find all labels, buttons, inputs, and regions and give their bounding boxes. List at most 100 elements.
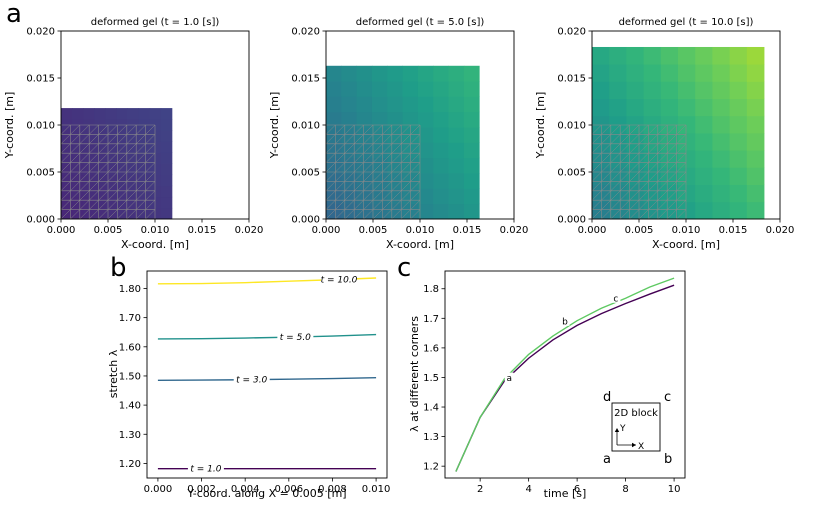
- mesh-diagonal: [391, 143, 402, 154]
- heatmap-cell: [402, 96, 419, 113]
- mesh-diagonal: [610, 162, 621, 173]
- mesh-diagonal: [79, 200, 90, 210]
- heatmap-cell: [61, 108, 73, 120]
- heatmap-cell: [609, 98, 627, 117]
- heatmap-cell: [356, 111, 373, 128]
- mesh-diagonal: [89, 153, 99, 163]
- mesh-diagonal: [126, 143, 137, 154]
- mesh-diagonal: [89, 143, 99, 154]
- mesh-diagonal: [117, 153, 127, 163]
- mesh-diagonal: [335, 171, 345, 182]
- mesh-diagonal: [648, 153, 658, 163]
- mesh-diagonal: [136, 209, 146, 220]
- heatmap-cell: [341, 111, 358, 128]
- mesh-diagonal: [325, 162, 336, 173]
- heatmap-cell: [72, 108, 84, 120]
- heatmap-cell: [61, 174, 73, 187]
- annotation-background: [611, 292, 621, 303]
- mesh-diagonal: [98, 209, 109, 220]
- mesh-diagonal: [382, 171, 392, 182]
- panel-letter-c: c: [397, 253, 411, 283]
- inset-title: 2D block: [614, 408, 658, 419]
- heatmap-cell: [417, 157, 434, 174]
- heatmap-cell: [387, 127, 404, 143]
- mesh-diagonal: [648, 143, 658, 154]
- heatmap-cell: [729, 184, 748, 203]
- mesh-diagonal: [629, 171, 640, 182]
- mesh-diagonal: [401, 134, 411, 144]
- heatmap-cell: [61, 163, 73, 176]
- mesh-diagonal: [145, 209, 156, 220]
- mesh-diagonal: [629, 181, 640, 191]
- heatmap-cell: [160, 185, 173, 198]
- heatmap-cell: [149, 185, 162, 198]
- y-tick-label: 1.30: [119, 430, 141, 441]
- y-axis-label: Y-coord. [m]: [268, 92, 281, 160]
- mesh-diagonal: [657, 143, 668, 154]
- heatmap-cell: [695, 115, 713, 134]
- corner-annotation: a: [506, 374, 512, 384]
- mesh-diagonal: [70, 200, 80, 210]
- mesh-diagonal: [136, 124, 146, 135]
- heatmap-cell: [138, 196, 151, 209]
- mesh-diagonal: [107, 190, 118, 201]
- mesh-diagonal: [79, 209, 90, 220]
- mesh-diagonal: [354, 124, 364, 135]
- heatmap-cell: [94, 108, 106, 120]
- heatmap-cell: [678, 167, 696, 185]
- mesh-diagonal: [629, 143, 640, 154]
- heatmap-cell: [127, 130, 140, 142]
- mesh-diagonal: [145, 162, 156, 173]
- heatmap-cell: [402, 81, 419, 97]
- mesh-diagonal: [145, 134, 156, 144]
- heatmap-cell: [94, 174, 106, 187]
- heatmap-cell: [160, 130, 173, 142]
- mesh-diagonal: [60, 209, 71, 220]
- mesh-diagonal: [620, 162, 630, 173]
- x-tick-label: 0.005: [94, 225, 123, 236]
- heatmap-cell: [160, 152, 173, 164]
- heatmap-cell: [356, 142, 373, 159]
- mesh-diagonal: [638, 153, 649, 163]
- x-axis-label: Y-coord. along X = 0.005 [m]: [186, 487, 346, 500]
- mesh-diagonal: [344, 143, 355, 154]
- mesh-diagonal: [98, 143, 109, 154]
- y-tick-label: 1.4: [423, 403, 439, 414]
- mesh-diagonal: [667, 134, 677, 144]
- mesh-diagonal: [98, 190, 109, 201]
- heatmap-cell: [695, 167, 713, 185]
- heatmap-cell: [417, 188, 434, 205]
- x-tick-label: 0.004: [231, 484, 260, 495]
- mesh-diagonal: [410, 153, 421, 163]
- heatmap-cell: [341, 157, 358, 174]
- heatmap-cell: [729, 115, 748, 134]
- heatmap-cell: [371, 96, 388, 113]
- mesh-diagonal: [98, 153, 109, 163]
- heatmap-cell: [160, 141, 173, 153]
- heatmap-cell: [448, 96, 465, 113]
- heatmap-panel-t5: deformed gel (t = 5.0 [s]) 0.000 0.005 0.0…: [268, 17, 528, 251]
- heatmap-cell: [433, 111, 449, 128]
- heatmap-cell: [160, 163, 173, 176]
- mesh-diagonal: [107, 171, 118, 182]
- heatmap-cell: [433, 127, 449, 143]
- mesh-diagonal: [620, 200, 630, 210]
- mesh-diagonal: [89, 181, 99, 191]
- inset-corner-c: c: [664, 390, 671, 405]
- mesh-diagonal: [325, 171, 336, 182]
- mesh-diagonal: [79, 124, 90, 135]
- mesh-diagonal: [667, 209, 677, 220]
- heatmap-cell: [609, 150, 627, 168]
- heatmap-cell: [695, 81, 713, 99]
- inset-x-arrowhead-icon: [632, 442, 636, 448]
- heatmap-cell: [433, 65, 449, 82]
- heatmap-cell: [387, 203, 404, 220]
- mesh-diagonal: [591, 162, 602, 173]
- heatmap-cell: [149, 174, 162, 187]
- heatmap-cell: [643, 115, 662, 134]
- heatmap-cell: [356, 157, 373, 174]
- heatmap-cell: [341, 81, 358, 97]
- mesh-diagonal: [401, 209, 411, 220]
- inset-block: [611, 402, 661, 452]
- mesh-diagonal: [620, 143, 630, 154]
